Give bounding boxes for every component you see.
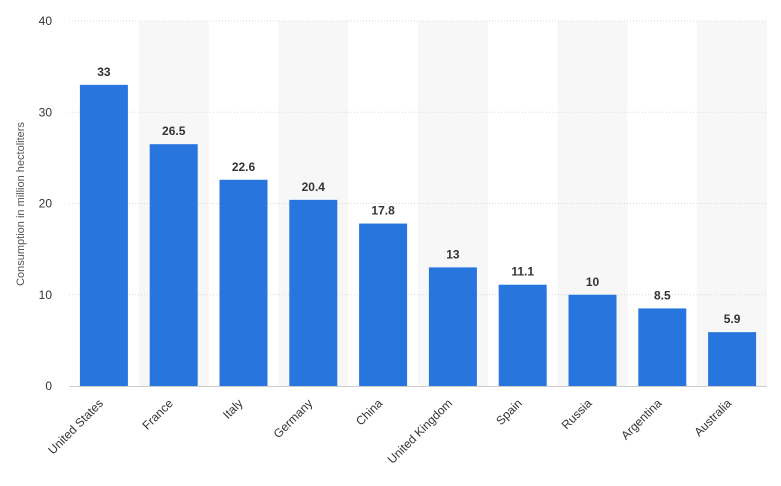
x-tick-label: Argentina bbox=[618, 396, 664, 442]
bar[interactable] bbox=[568, 294, 617, 386]
x-tick-label: United Kingdom bbox=[385, 396, 455, 466]
bars bbox=[79, 84, 757, 386]
bar[interactable] bbox=[219, 179, 268, 386]
x-tick-label: United States bbox=[45, 396, 106, 457]
y-axis-title: Consumption in million hectoliters bbox=[15, 122, 27, 286]
y-axis-ticks: 0 10 20 30 40 bbox=[39, 14, 53, 393]
bar[interactable] bbox=[149, 144, 198, 386]
x-tick-label: Russia bbox=[559, 396, 595, 432]
data-label: 11.1 bbox=[511, 265, 534, 279]
y-tick-label: 40 bbox=[39, 14, 53, 28]
data-labels: 33 26.5 22.6 20.4 17.8 13 11.1 10 8.5 5.9 bbox=[97, 65, 741, 326]
x-axis-labels: United States France Italy Germany China Unit… bbox=[45, 396, 734, 467]
x-tick-label: China bbox=[353, 396, 385, 428]
data-label: 33 bbox=[97, 65, 111, 79]
bar[interactable] bbox=[289, 199, 338, 386]
y-tick-label: 10 bbox=[39, 288, 53, 302]
y-tick-label: 30 bbox=[39, 105, 53, 119]
bar[interactable] bbox=[708, 332, 757, 386]
data-label: 20.4 bbox=[302, 180, 326, 194]
x-tick-label: Italy bbox=[220, 396, 245, 421]
x-tick-label: Australia bbox=[691, 396, 734, 439]
bar[interactable] bbox=[359, 223, 408, 386]
x-tick-label: Spain bbox=[493, 396, 525, 428]
data-label: 10 bbox=[586, 275, 600, 289]
data-label: 8.5 bbox=[654, 288, 671, 302]
data-label: 5.9 bbox=[724, 312, 741, 326]
bar[interactable] bbox=[79, 84, 128, 386]
data-label: 22.6 bbox=[232, 160, 256, 174]
bar[interactable] bbox=[638, 308, 687, 386]
x-tick-label: Germany bbox=[271, 396, 316, 441]
x-tick-label: France bbox=[140, 396, 177, 433]
y-tick-label: 20 bbox=[39, 197, 53, 211]
data-label: 26.5 bbox=[162, 124, 186, 138]
y-tick-label: 0 bbox=[45, 379, 52, 393]
bar[interactable] bbox=[498, 284, 547, 386]
data-label: 13 bbox=[446, 247, 460, 261]
gridlines bbox=[69, 20, 767, 296]
bar[interactable] bbox=[428, 267, 477, 386]
data-label: 17.8 bbox=[371, 204, 395, 218]
